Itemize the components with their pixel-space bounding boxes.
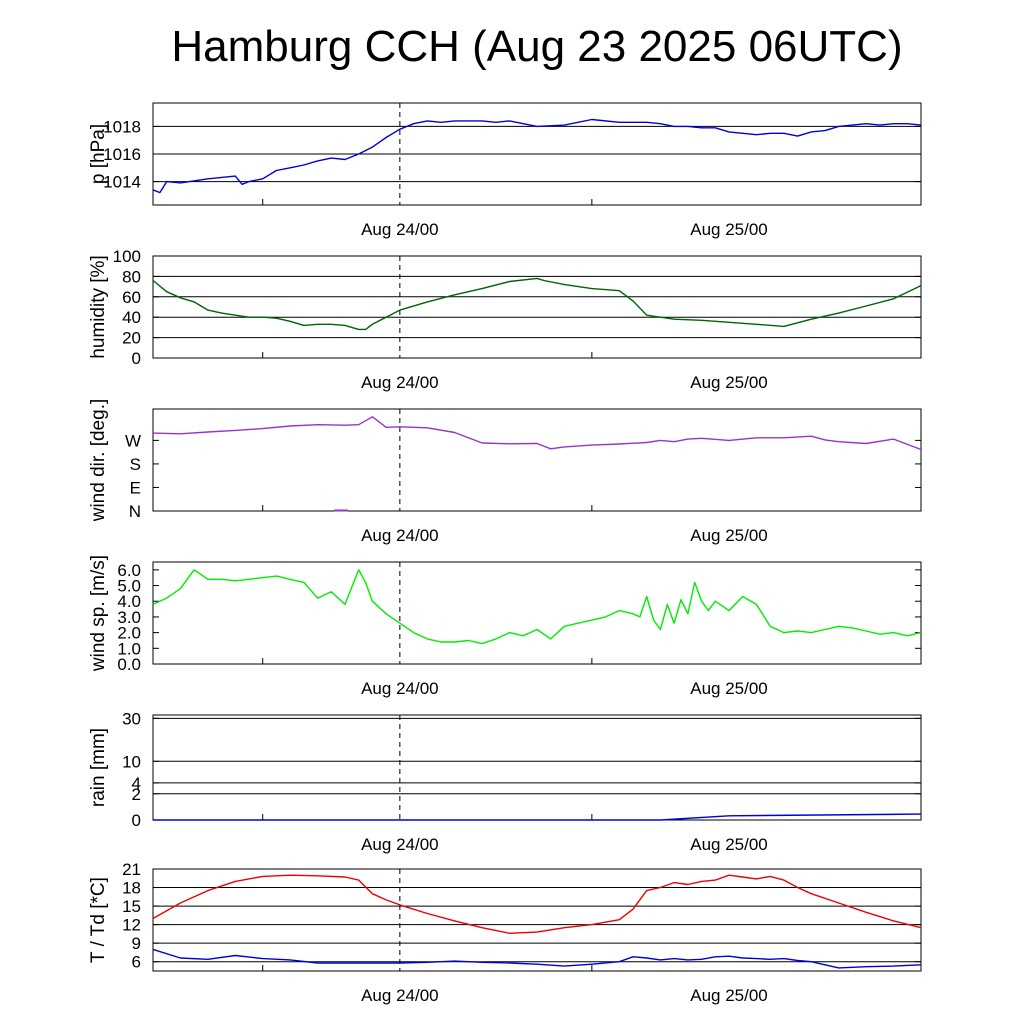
x-tick-label: Aug 25/00 [690, 526, 768, 545]
y-tick-label: 0 [132, 811, 141, 830]
series-line-humidity [152, 277, 922, 331]
plot-frame [152, 408, 922, 512]
y-tick-label: 4.0 [117, 592, 141, 611]
x-tick-label: Aug 24/00 [361, 220, 439, 239]
y-tick-label: 4 [132, 774, 141, 793]
x-tick-label: Aug 24/00 [361, 526, 439, 545]
y-tick-label: 2.0 [117, 624, 141, 643]
y-tick-label: 1018 [103, 117, 141, 136]
plot-frame [152, 714, 922, 821]
y-tick-label: 12 [122, 916, 141, 935]
series-line-pressure [152, 118, 922, 194]
y-axis-label: T / Td [*C] [88, 877, 109, 963]
y-tick-label: 40 [122, 308, 141, 327]
x-tick-label: Aug 24/00 [361, 986, 439, 1005]
y-tick-label: W [125, 431, 141, 450]
y-tick-label: 9 [132, 934, 141, 953]
y-tick-label: 6.0 [117, 561, 141, 580]
panel-pressure: 1014 1016 1018 Aug 24/00 Aug 25/00 p [hPa] [88, 102, 922, 239]
series-line-temperature [152, 874, 922, 934]
y-axis-label: wind sp. [m/s] [88, 555, 109, 672]
plot-frame [152, 868, 922, 972]
series-line-rain [153, 813, 922, 821]
y-tick-label: 1.0 [117, 639, 141, 658]
y-tick-label: 100 [113, 247, 141, 266]
y-tick-label: 0 [132, 349, 141, 368]
x-tick-label: Aug 24/00 [361, 373, 439, 392]
y-tick-label: 80 [122, 267, 141, 286]
plot-frame [152, 255, 922, 359]
y-tick-label: 2 [132, 785, 141, 804]
y-axis-label: humidity [%] [88, 255, 109, 358]
y-tick-label: 30 [122, 709, 141, 728]
x-tick-label: Aug 25/00 [690, 220, 768, 239]
y-tick-label: 1014 [103, 173, 141, 192]
x-tick-label: Aug 25/00 [690, 835, 768, 854]
y-tick-label: 3.0 [117, 608, 141, 627]
x-tick-label: Aug 25/00 [690, 373, 768, 392]
plot-frame [152, 561, 922, 665]
series-line-temperature-1 [152, 948, 922, 969]
page-title: Hamburg CCH (Aug 23 2025 06UTC) [171, 22, 903, 71]
y-tick-label: 5.0 [117, 577, 141, 596]
panel-wind-speed: 0.01.02.03.04.05.06.0 Aug 24/00 Aug 25/00 w… [88, 555, 922, 698]
y-tick-label: 0.0 [117, 655, 141, 674]
y-tick-label: N [129, 502, 141, 521]
y-tick-label: 6 [132, 953, 141, 972]
x-tick-label: Aug 24/00 [361, 835, 439, 854]
y-axis-label: rain [mm] [88, 728, 109, 807]
y-tick-label: 20 [122, 329, 141, 348]
y-axis-label: wind dir. [deg.] [88, 399, 109, 523]
y-tick-label: 18 [122, 879, 141, 898]
y-tick-label: 15 [122, 897, 141, 916]
y-tick-label: 10 [122, 752, 141, 771]
panel-rain: 0 24 10 30 Aug 24/00 Aug 25/00 rain [mm] [88, 709, 922, 854]
x-tick-label: Aug 25/00 [690, 679, 768, 698]
x-tick-label: Aug 25/00 [690, 986, 768, 1005]
y-tick-label: 1016 [103, 145, 141, 164]
series-line-wind-dir [152, 416, 922, 451]
y-tick-label: 60 [122, 288, 141, 307]
y-tick-label: 21 [122, 860, 141, 879]
x-tick-label: Aug 24/00 [361, 679, 439, 698]
y-tick-label: E [130, 478, 141, 497]
series-line-wind-speed [152, 569, 922, 645]
y-axis-label: p [hPa] [88, 124, 109, 184]
y-tick-label: S [130, 455, 141, 474]
